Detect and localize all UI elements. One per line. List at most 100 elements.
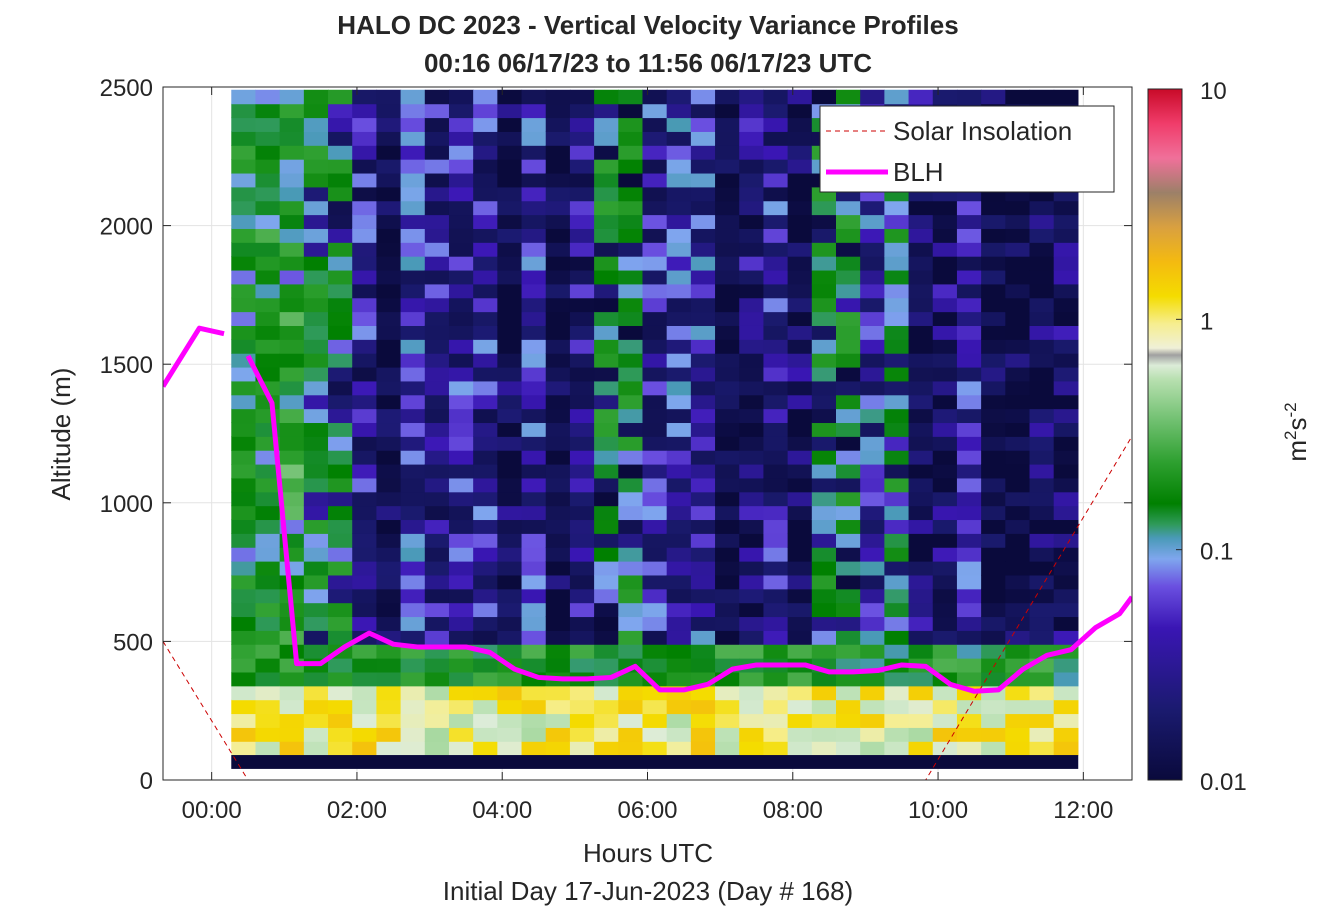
- heatmap-cell: [666, 353, 692, 368]
- heatmap-cell: [763, 117, 789, 132]
- heatmap-cell: [569, 547, 595, 562]
- heatmap-cell: [594, 547, 619, 562]
- heatmap-cell: [690, 519, 716, 534]
- heatmap-cell: [545, 658, 571, 673]
- x-tick-label: 12:00: [1053, 797, 1113, 824]
- heatmap-cell: [642, 422, 668, 437]
- heatmap-cell: [642, 519, 668, 534]
- variance-heatmap: [231, 89, 1079, 769]
- heatmap-cell: [642, 283, 668, 299]
- heatmap-cell: [1005, 311, 1031, 326]
- heatmap-cell: [763, 394, 789, 410]
- heatmap-cell: [1053, 366, 1079, 382]
- heatmap-cell: [231, 574, 257, 590]
- heatmap-cell: [448, 89, 474, 105]
- heatmap-cell: [884, 477, 910, 493]
- heatmap-cell: [328, 200, 353, 216]
- heatmap-cell: [860, 644, 885, 659]
- heatmap-cell: [956, 366, 982, 382]
- heatmap-cell: [811, 561, 837, 576]
- heatmap-cell: [860, 380, 885, 396]
- heatmap-cell: [352, 685, 378, 701]
- heatmap-cell: [545, 325, 571, 340]
- heatmap-cell: [594, 450, 619, 465]
- heatmap-cell: [255, 408, 281, 424]
- heatmap-cell: [303, 436, 329, 451]
- heatmap-cell: [424, 394, 450, 410]
- heatmap-cell: [279, 103, 305, 119]
- heatmap-cell: [715, 89, 740, 105]
- heatmap-cell: [642, 491, 668, 507]
- heatmap-cell: [956, 671, 982, 687]
- y-axis-label: Altitude (m): [46, 368, 76, 501]
- heatmap-cell: [376, 408, 402, 424]
- heatmap-cell: [1005, 450, 1031, 465]
- heatmap-cell: [400, 214, 426, 229]
- heatmap-cell: [521, 339, 547, 354]
- heatmap-cell: [1005, 214, 1031, 229]
- heatmap-cell: [424, 145, 450, 160]
- heatmap-cell: [642, 547, 668, 562]
- heatmap-cell: [908, 436, 934, 451]
- heatmap-cell: [956, 491, 982, 507]
- heatmap-cell: [400, 685, 426, 701]
- heatmap-cell: [860, 422, 885, 437]
- heatmap-cell: [279, 214, 305, 229]
- heatmap-cell: [642, 477, 668, 493]
- heatmap-cell: [521, 505, 547, 521]
- heatmap-cell: [328, 103, 353, 119]
- heatmap-cell: [787, 741, 813, 756]
- heatmap-cell: [981, 89, 1006, 105]
- heatmap-cell: [255, 685, 281, 701]
- heatmap-cell: [376, 505, 402, 521]
- heatmap-cell: [545, 366, 571, 382]
- heatmap-cell: [473, 408, 498, 424]
- heatmap-cell: [642, 463, 668, 479]
- heatmap-cell: [715, 325, 740, 340]
- heatmap-cell: [666, 283, 692, 299]
- heatmap-cell: [231, 283, 257, 299]
- heatmap-cell: [255, 491, 281, 507]
- heatmap-cell: [981, 463, 1006, 479]
- heatmap-cell: [763, 741, 789, 756]
- heatmap-cell: [932, 644, 958, 659]
- heatmap-cell: [376, 436, 402, 451]
- heatmap-cell: [835, 658, 861, 673]
- heatmap-cell: [497, 145, 523, 160]
- heatmap-cell: [642, 186, 668, 202]
- chart-subtitle: 00:16 06/17/23 to 11:56 06/17/23 UTC: [424, 48, 872, 78]
- heatmap-cell: [497, 242, 523, 257]
- heatmap-cell: [400, 297, 426, 313]
- heatmap-cell: [255, 131, 281, 146]
- heatmap-cell: [497, 159, 523, 174]
- heatmap-cell: [884, 214, 910, 229]
- heatmap-cell: [328, 325, 353, 340]
- heatmap-cell: [400, 658, 426, 673]
- heatmap-cell: [642, 242, 668, 257]
- heatmap-cell: [763, 339, 789, 354]
- heatmap-cell: [279, 436, 305, 451]
- heatmap-cell: [739, 297, 765, 313]
- heatmap-cell: [231, 533, 257, 548]
- heatmap-cell: [715, 574, 740, 590]
- heatmap-cell: [811, 574, 837, 590]
- heatmap-cell: [521, 366, 547, 382]
- x-tick-label: 04:00: [472, 797, 532, 824]
- heatmap-cell: [908, 214, 934, 229]
- heatmap-cell: [376, 727, 402, 742]
- heatmap-cell: [448, 242, 474, 257]
- heatmap-cell: [642, 311, 668, 326]
- heatmap-cell: [860, 311, 885, 326]
- heatmap-cell: [739, 186, 765, 202]
- heatmap-cell: [739, 228, 765, 243]
- y-tick-label: 1500: [100, 352, 153, 379]
- heatmap-cell: [1053, 89, 1079, 105]
- heatmap-cell: [811, 463, 837, 479]
- heatmap-cell: [521, 533, 547, 548]
- heatmap-cell: [448, 394, 474, 410]
- heatmap-cell: [884, 630, 910, 645]
- heatmap-cell: [376, 256, 402, 271]
- heatmap-cell: [1005, 242, 1031, 257]
- heatmap-cell: [956, 547, 982, 562]
- heatmap-cell: [642, 131, 668, 146]
